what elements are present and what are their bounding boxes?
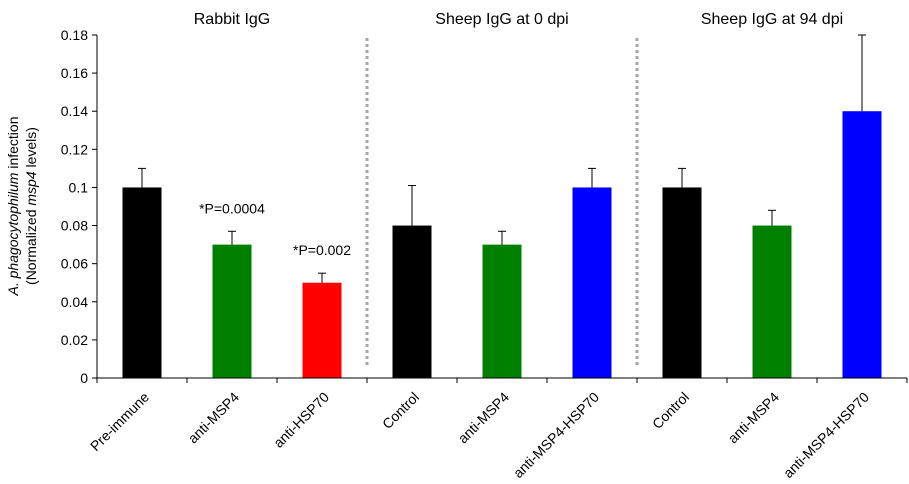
y-axis-label: A. phagocytophilum infection (Normalized… [5, 116, 39, 296]
bar-4 [392, 225, 432, 378]
bar-6 [572, 187, 612, 378]
bar-3 [302, 282, 342, 378]
bar-1 [122, 187, 162, 378]
x-tick-label: Control [379, 389, 422, 432]
y-tick-label: 0.1 [69, 179, 89, 195]
y-tick-label: 0.06 [61, 256, 88, 272]
bar-5 [482, 244, 522, 378]
y-tick-label: 0.14 [61, 103, 88, 119]
y-axis-label-line2: (Normalized msp4 levels) [23, 127, 39, 285]
y-tick-label: 0 [80, 370, 88, 386]
y-axis-label-infection: infection [5, 116, 21, 172]
significance-label: *P=0.0004 [199, 200, 265, 216]
bar-2 [212, 244, 252, 378]
x-tick-label: anti-MSP4-HSP70 [780, 389, 872, 481]
x-tick-label: anti-HSP70 [270, 389, 332, 451]
x-tick-label: anti-MSP4 [455, 389, 513, 447]
y-tick-label: 0.04 [61, 294, 88, 310]
y-tick-label: 0.16 [61, 65, 88, 81]
y-tick-label: 0.02 [61, 332, 88, 348]
y-axis-label-line1: A. phagocytophilum infection [5, 116, 21, 296]
x-tick-label: Pre-immune [87, 389, 152, 454]
significance-label: *P=0.002 [293, 242, 351, 258]
group-title: Sheep IgG at 0 dpi [435, 11, 568, 28]
y-tick-label: 0.18 [61, 27, 88, 43]
bar-9 [842, 111, 882, 378]
x-tick-label: anti-MSP4 [725, 389, 783, 447]
bar-7 [662, 187, 702, 378]
y-axis-label-close: levels) [23, 127, 39, 171]
y-axis-label-organism: A. phagocytophilum [5, 172, 21, 296]
bar-8 [752, 225, 792, 378]
y-tick-label: 0.12 [61, 141, 88, 157]
y-tick-label: 0.08 [61, 218, 88, 234]
group-title: Sheep IgG at 94 dpi [701, 11, 843, 28]
x-tick-label: anti-MSP4 [185, 389, 243, 447]
y-axis-label-gene: msp4 [23, 171, 39, 205]
x-tick-label: anti-MSP4-HSP70 [510, 389, 602, 481]
y-axis-label-open: (Normalized [23, 206, 39, 285]
x-tick-label: Control [649, 389, 692, 432]
group-title: Rabbit IgG [194, 11, 270, 28]
